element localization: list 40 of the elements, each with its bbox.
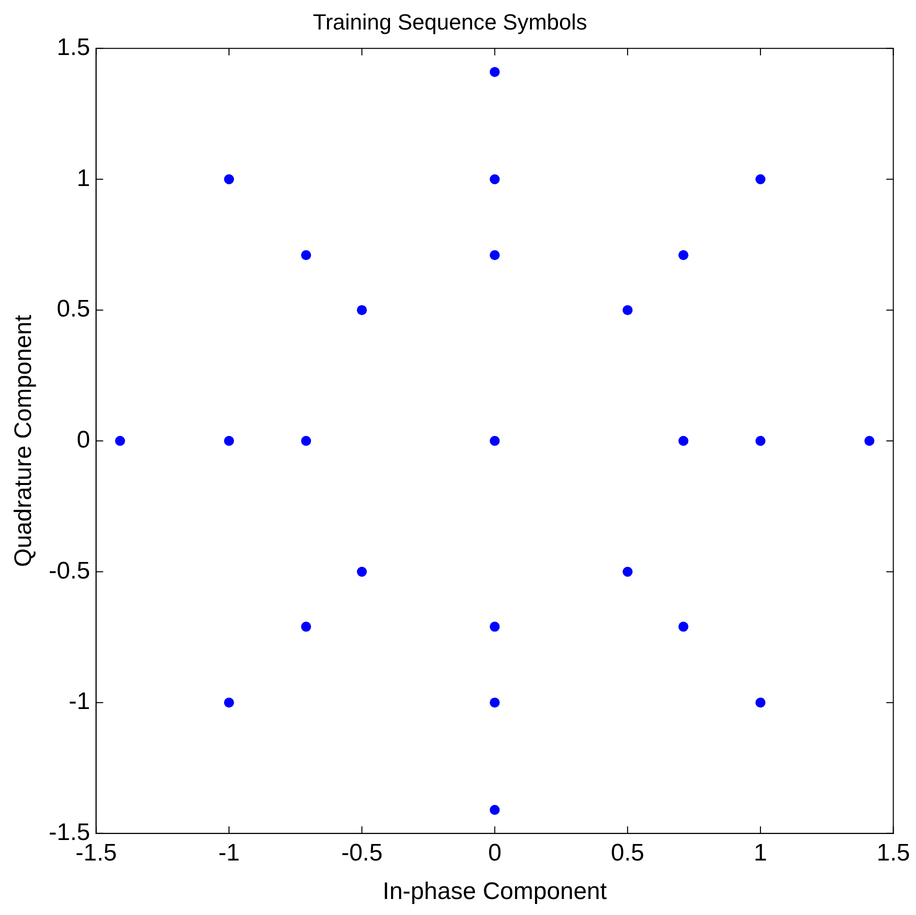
point xyxy=(864,436,874,446)
point xyxy=(356,305,367,316)
point xyxy=(755,436,766,446)
point xyxy=(490,622,500,632)
y-tick-label: 0 xyxy=(76,426,90,454)
x-tick-label: 0 xyxy=(488,839,502,866)
point xyxy=(490,66,500,77)
y-tick-label: -1 xyxy=(68,688,90,716)
point xyxy=(490,174,500,184)
point xyxy=(490,698,500,708)
point xyxy=(490,804,500,815)
y-tick-label: 0.5 xyxy=(56,296,90,323)
point xyxy=(224,174,234,184)
point xyxy=(356,566,367,577)
point xyxy=(224,436,234,446)
point xyxy=(678,622,688,632)
x-tick-label: -0.5 xyxy=(341,839,383,866)
x-tick-label: -1 xyxy=(218,839,240,866)
point xyxy=(678,250,688,260)
x-axis-title: In-phase Component xyxy=(382,878,608,906)
y-axis-title: Quadrature Component xyxy=(10,314,38,567)
point xyxy=(301,622,312,632)
x-tick-label: 1 xyxy=(754,839,768,866)
point xyxy=(622,566,633,577)
point xyxy=(490,250,500,260)
y-tick-label: 1 xyxy=(76,164,90,192)
point xyxy=(224,698,234,708)
point xyxy=(115,436,126,446)
y-tick-label: 1.5 xyxy=(56,34,90,62)
point xyxy=(755,174,766,184)
y-tick-label: -0.5 xyxy=(48,557,90,584)
point xyxy=(755,698,766,708)
point xyxy=(301,436,312,446)
x-tick-label: 0.5 xyxy=(610,839,644,866)
point xyxy=(622,305,633,316)
point xyxy=(678,436,688,446)
point xyxy=(490,436,500,446)
chart-title: Training Sequence Symbols xyxy=(312,9,588,34)
point xyxy=(301,250,312,260)
x-tick-label: 1.5 xyxy=(876,839,910,866)
